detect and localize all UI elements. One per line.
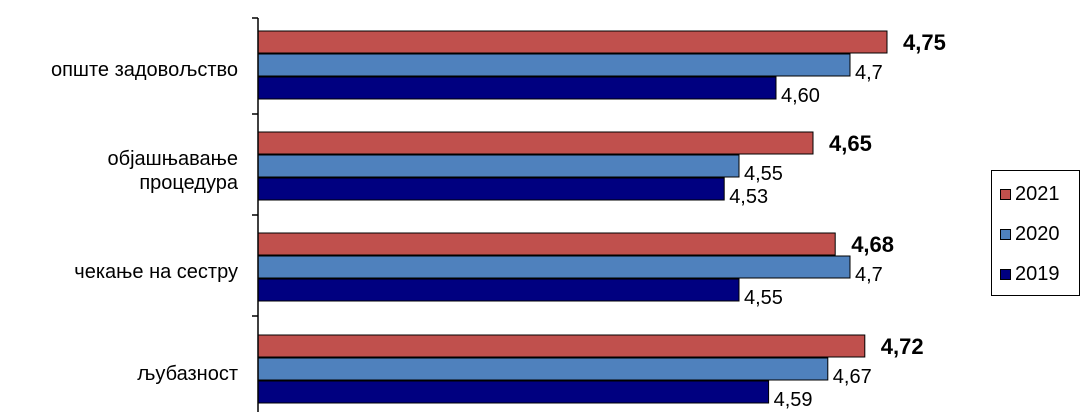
- bar-2020: [257, 53, 851, 77]
- data-label-2020: 4,55: [744, 163, 783, 185]
- data-label-2020: 4,7: [855, 264, 883, 286]
- bar-2021: [257, 232, 836, 256]
- legend-swatch-2021: [1000, 189, 1011, 200]
- legend-label-2020: 2020: [1015, 223, 1060, 245]
- legend-item-2021: 2021: [1000, 183, 1060, 206]
- legend: 2021 2020 2019: [991, 170, 1080, 296]
- data-label-2021: 4,65: [829, 131, 872, 156]
- legend-label-2021: 2021: [1015, 183, 1060, 205]
- category-label: процедура: [139, 172, 239, 194]
- bar-2020: [257, 154, 740, 178]
- bar-2019: [257, 76, 777, 100]
- data-label-2019: 4,53: [729, 186, 768, 208]
- data-label-2019: 4,60: [781, 85, 820, 107]
- bar-2019: [257, 278, 740, 302]
- data-label-2021: 4,72: [881, 334, 924, 359]
- category-label: чекање на сестру: [74, 261, 238, 283]
- bar-2021: [257, 334, 866, 358]
- data-label-2019: 4,59: [774, 389, 813, 411]
- bar-2020: [257, 357, 829, 381]
- data-label-2020: 4,7: [855, 62, 883, 84]
- data-label-2020: 4,67: [833, 366, 872, 388]
- category-label: љубазност: [137, 363, 238, 385]
- bar-2021: [257, 30, 888, 54]
- legend-label-2019: 2019: [1015, 263, 1060, 285]
- legend-swatch-2019: [1000, 269, 1011, 280]
- legend-swatch-2020: [1000, 229, 1011, 240]
- bar-2020: [257, 255, 851, 279]
- legend-item-2020: 2020: [1000, 223, 1060, 246]
- category-label: објашњавање: [108, 148, 238, 170]
- bar-2019: [257, 380, 770, 404]
- bar-2021: [257, 131, 814, 155]
- data-label-2021: 4,68: [851, 232, 894, 257]
- data-label-2019: 4,55: [744, 287, 783, 309]
- data-label-2021: 4,75: [903, 30, 946, 55]
- legend-item-2019: 2019: [1000, 263, 1060, 286]
- bar-2019: [257, 177, 725, 201]
- category-label: опште задовољство: [51, 59, 238, 81]
